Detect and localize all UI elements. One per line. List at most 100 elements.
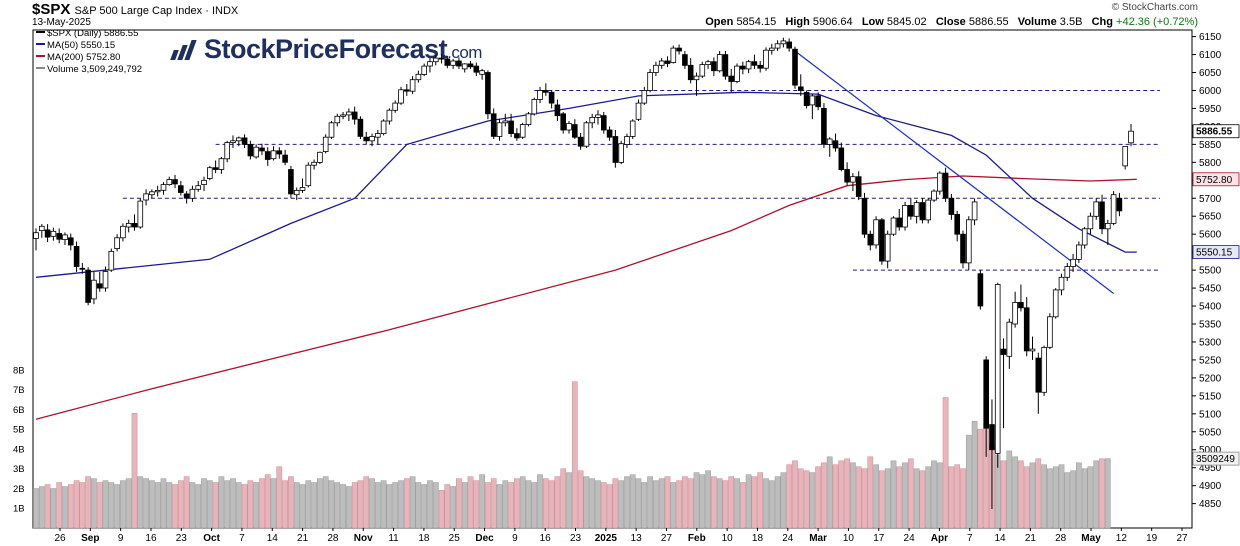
candle-body [444,58,451,66]
candle [682,51,688,69]
volume-bar [571,381,578,529]
candle-body [44,229,51,238]
high-value: 5906.64 [812,16,853,28]
y-tick-label: 5300 [1199,337,1222,348]
candle-body [282,154,288,163]
x-tick-label: 26 [54,533,66,544]
x-tick-label: 23 [570,533,582,544]
volume-bar [653,480,659,529]
candle-body [39,225,45,232]
volume-bar [1006,450,1013,529]
candle-body [427,61,433,67]
candle [79,262,86,274]
candle [241,134,248,148]
volume-bar [745,474,752,529]
volume-bar [189,482,196,529]
candle [821,103,827,148]
volume-bar [357,480,364,529]
candle [456,57,462,69]
candle [1122,146,1129,170]
volume-bar [444,484,451,529]
candle-body [247,143,254,157]
x-tick-label: 24 [782,533,794,544]
candle-body [85,269,91,303]
candle-body [490,113,497,137]
candle-body [624,136,630,145]
volume-bar [658,478,665,529]
chart-legend: $SPX (Daily) 5886.55 MA(50) 5550.15 MA(2… [36,28,142,76]
candle [653,61,659,77]
candle-body [966,219,972,264]
candle [908,198,914,220]
candle-body [346,111,352,116]
candle-body [1035,357,1042,393]
candle [114,234,120,252]
candle [699,61,706,78]
candle [589,113,595,129]
candle-body [879,219,885,262]
volume-badge-box [1192,451,1240,466]
volume-bar [884,468,891,529]
candle [960,230,966,269]
x-tick-label: 24 [904,533,916,544]
x-tick-label: 12 [1116,533,1128,544]
volume-bar [496,484,503,529]
volume-bar [896,466,903,529]
candle-body [525,113,532,126]
candle [421,63,427,77]
volume-bar [276,466,283,529]
legend-swatch-ma50 [36,43,45,45]
x-tick-label: 25 [449,533,461,544]
candle-body [548,91,555,104]
candle-body [62,234,68,240]
candle-body [195,185,202,190]
candle [514,128,520,141]
candle [149,189,155,199]
volume-bar [931,460,937,529]
volume-bar [618,480,625,529]
volume-bar [33,488,39,529]
candle [322,134,329,154]
candle-body [711,61,717,72]
candle [537,86,543,104]
candle-body [994,284,1001,454]
candle-body [166,179,173,186]
legend-item-ma50: MA(50) 5550.15 [36,40,142,52]
x-tick-label: Mar [809,533,827,544]
candle [189,185,196,202]
candle [554,99,561,121]
candle [195,181,202,192]
candle [212,160,219,174]
candle-body [948,197,955,215]
candle [687,58,694,84]
candle [942,167,949,202]
candle-body [380,120,387,135]
candle [490,108,497,139]
candle-body [102,271,109,289]
volume-bar [682,476,688,529]
candle-body [728,75,734,82]
volume-bar [606,484,613,529]
volume-bar [948,466,955,529]
candle [1087,212,1094,235]
x-tick-label: 21 [297,533,309,544]
candle [606,126,613,141]
volume-bar [120,480,126,529]
candle-body [595,114,601,118]
volume-bar [850,462,856,529]
candle-body [844,169,850,183]
candle-body [919,202,926,221]
volume-bar [386,484,393,529]
volume-bar [855,466,862,529]
volume-bar [195,484,202,529]
volume-bar [56,482,63,529]
volume-axis-label: 2B [13,484,25,495]
volume-bar [612,478,619,529]
candle-body [502,120,509,124]
volume-axis-label: 1B [13,504,25,515]
candle-body [977,273,984,307]
volume-bar [583,476,590,529]
candle-body [682,54,688,66]
candle-body [687,64,694,81]
